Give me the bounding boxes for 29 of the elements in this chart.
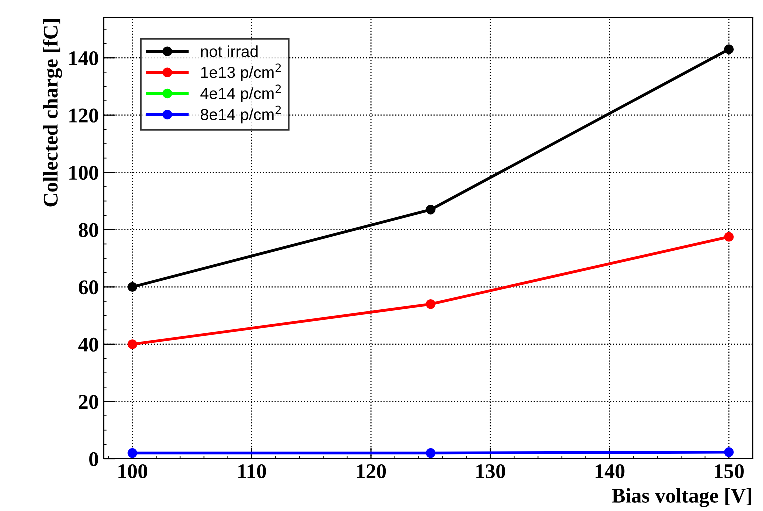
y-tick-label: 80	[79, 223, 98, 238]
point	[426, 448, 436, 458]
point	[128, 340, 138, 350]
y-tick-label: 20	[79, 395, 98, 410]
y-tick-label: 120	[70, 108, 98, 123]
legend-label: not irrad	[201, 46, 258, 58]
x-tick-label: 100	[118, 464, 148, 479]
x-tick-label: 110	[238, 464, 266, 479]
legend-label: 4e14 p/cm$^{2}$	[200, 84, 282, 102]
point	[426, 300, 436, 310]
point	[128, 282, 138, 292]
y-tick-label: 0	[90, 452, 98, 466]
legend-label: 1e13 p/cm$^{2}$	[202, 64, 282, 82]
y-tick-label: 40	[78, 338, 98, 352]
x-tick-label: 130	[476, 464, 506, 479]
x-axis-title: Bias voltage [V]	[612, 488, 752, 508]
x-tick-label: 120	[357, 464, 386, 479]
point	[426, 205, 436, 215]
x-tick-label: 140	[596, 464, 625, 479]
x-tick-label: 150	[715, 464, 744, 479]
y-tick-label: 60	[79, 280, 98, 295]
y-tick-label: 140	[70, 51, 98, 66]
point	[724, 44, 734, 54]
legend-label: 8e14 p/cm$^{2}$	[200, 106, 282, 124]
point	[128, 448, 138, 458]
y-axis-title: Collected charge [fC]	[43, 20, 62, 207]
point	[724, 232, 734, 242]
point	[724, 448, 734, 458]
y-tick-label: 100	[70, 166, 98, 180]
